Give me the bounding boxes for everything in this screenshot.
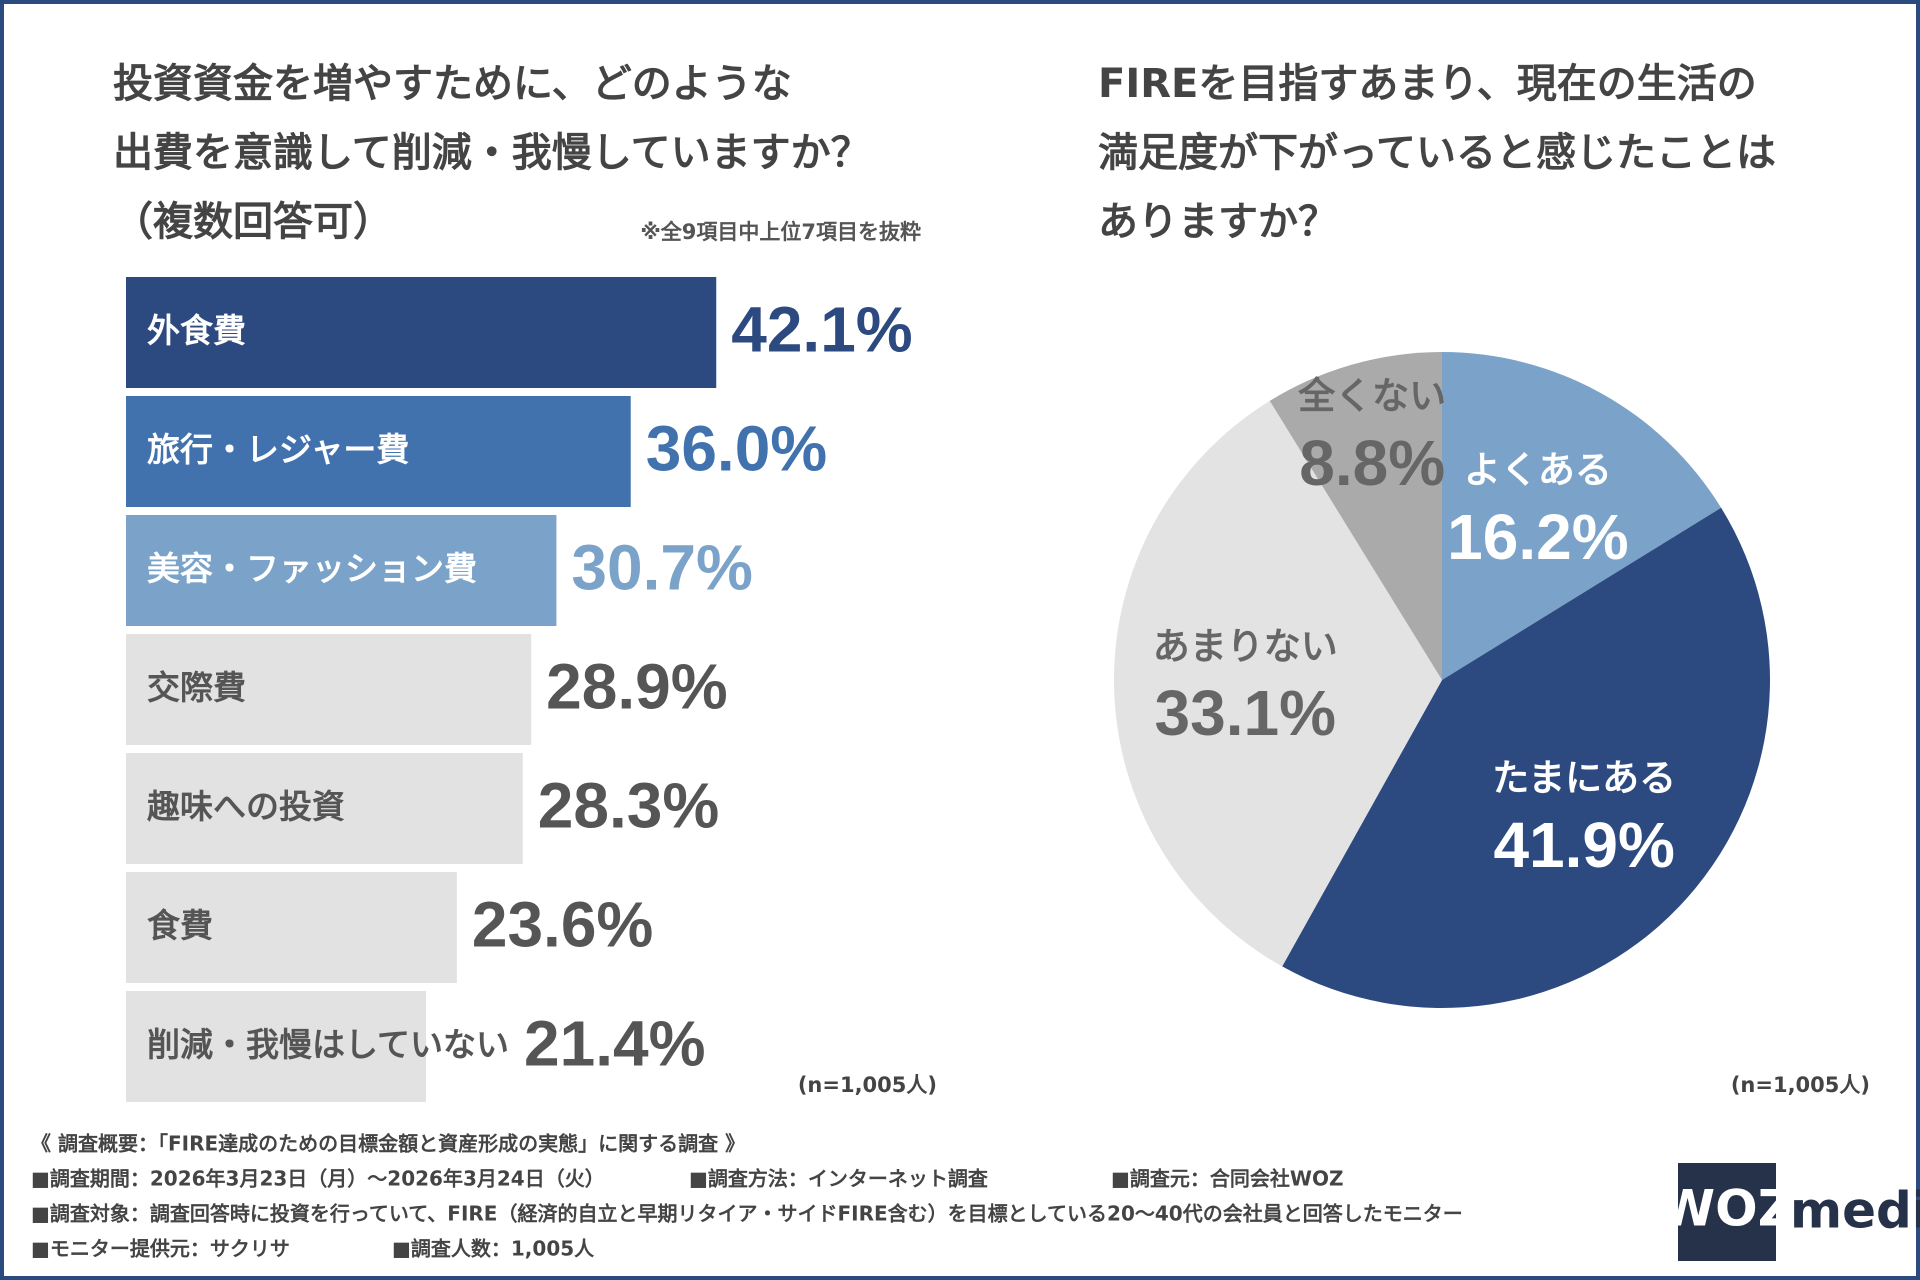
category-label: 外食費 <box>147 311 246 350</box>
category-label: 趣味への投資 <box>147 787 345 826</box>
bar <box>126 872 457 983</box>
survey-item: ■モニター提供元：サクリサ <box>31 1237 290 1261</box>
bar <box>126 515 557 626</box>
slice-value: 33.1% <box>1155 677 1336 749</box>
slice-value: 8.8% <box>1299 427 1445 499</box>
logo-text: media <box>1790 1182 1920 1240</box>
category-label: 交際費 <box>147 668 246 707</box>
survey-heading: 《 調査概要：「FIRE達成のための目標金額と資産形成の実態」に関する調査 》 <box>31 1132 745 1156</box>
survey-item: ■調査人数：1,005人 <box>392 1237 595 1261</box>
bar <box>126 991 427 1102</box>
chart-title: 満足度が下がっていると感じたことは <box>1098 130 1776 176</box>
value-label: 28.9% <box>546 650 727 722</box>
category-label: 食費 <box>147 906 213 945</box>
category-label: 旅行・レジャー費 <box>147 430 409 469</box>
category-label: 美容・ファッション費 <box>147 549 477 588</box>
bar <box>126 396 631 507</box>
slice-label: よくある <box>1464 449 1612 492</box>
category-label: 削減・我慢はしていない <box>147 1025 509 1064</box>
bar <box>126 753 523 864</box>
logo-mark: WOZ <box>1660 1180 1794 1238</box>
survey-item: ■調査元：合同会社WOZ <box>1111 1167 1343 1191</box>
value-label: 23.6% <box>472 888 653 960</box>
pie-slice <box>1282 507 1770 1009</box>
chart-title: ありますか？ <box>1098 199 1338 245</box>
slice-label: たまにある <box>1492 757 1676 800</box>
note: ※全9項目中上位7項目を抜粋 <box>640 220 921 244</box>
value-label: 42.1% <box>731 293 912 365</box>
bar <box>126 634 532 745</box>
slice-label: あまりない <box>1153 625 1338 668</box>
sample-size: (n=1,005人) <box>1731 1073 1870 1097</box>
chart-title: 出費を意識して削減・我慢していますか？ <box>113 130 871 176</box>
value-label: 28.3% <box>538 769 719 841</box>
survey-item: ■調査期間：2026年3月23日（月）～2026年3月24日（火） <box>31 1167 605 1191</box>
bar <box>126 277 717 388</box>
chart-title: 投資資金を増やすために、どのような <box>113 61 792 107</box>
slice-value: 41.9% <box>1493 809 1674 881</box>
sample-size: (n=1,005人) <box>798 1073 937 1097</box>
slice-value: 16.2% <box>1447 501 1628 573</box>
logo-box <box>1678 1163 1776 1261</box>
pie-slice <box>1442 352 1722 680</box>
value-label: 30.7% <box>571 531 752 603</box>
survey-item: ■調査方法：インターネット調査 <box>689 1167 988 1191</box>
pie-slice <box>1269 352 1442 680</box>
survey-item: ■調査対象：調査回答時に投資を行っていて、FIRE（経済的自立と早期リタイア・サ… <box>31 1202 1463 1226</box>
chart-title: （複数回答可） <box>113 199 393 245</box>
chart-title: FIREを目指すあまり、現在の生活の <box>1098 61 1757 107</box>
value-label: 21.4% <box>524 1007 705 1079</box>
slice-label: 全くない <box>1297 374 1446 417</box>
value-label: 36.0% <box>646 412 827 484</box>
pie-slice <box>1114 400 1442 967</box>
